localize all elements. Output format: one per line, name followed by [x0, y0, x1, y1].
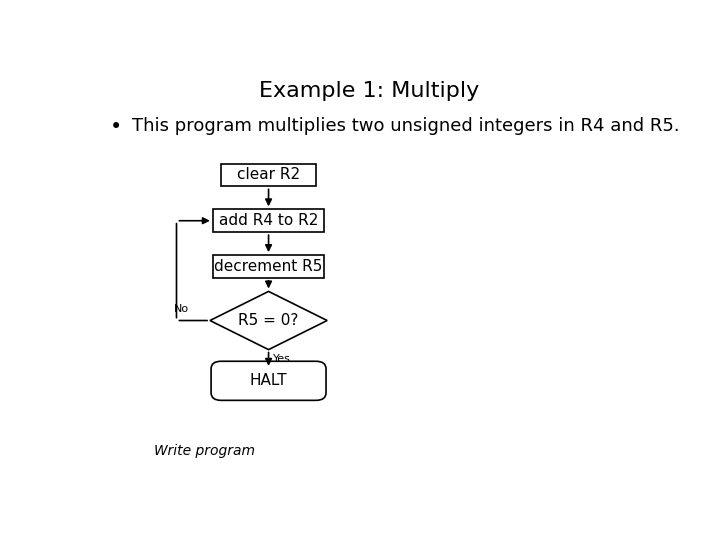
FancyBboxPatch shape — [211, 361, 326, 400]
Text: Example 1: Multiply: Example 1: Multiply — [259, 82, 479, 102]
Text: add R4 to R2: add R4 to R2 — [219, 213, 318, 228]
Text: No: No — [174, 304, 189, 314]
Text: decrement R5: decrement R5 — [215, 259, 323, 274]
Text: R5 = 0?: R5 = 0? — [238, 313, 299, 328]
Polygon shape — [210, 292, 327, 349]
FancyBboxPatch shape — [213, 210, 324, 232]
Text: HALT: HALT — [250, 373, 287, 388]
FancyBboxPatch shape — [221, 164, 316, 186]
Text: clear R2: clear R2 — [237, 167, 300, 183]
Text: Yes: Yes — [273, 354, 291, 364]
Text: This program multiplies two unsigned integers in R4 and R5.: This program multiplies two unsigned int… — [132, 117, 680, 135]
FancyBboxPatch shape — [213, 255, 324, 278]
Text: •: • — [109, 117, 122, 137]
Text: Write program: Write program — [154, 444, 255, 458]
